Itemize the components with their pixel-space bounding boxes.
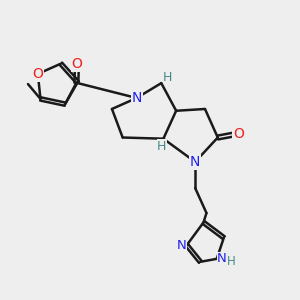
Text: N: N [190,155,200,169]
Text: N: N [131,91,142,105]
Text: N: N [177,238,186,252]
Text: H: H [157,140,167,153]
Text: O: O [32,67,43,81]
Text: O: O [71,57,82,71]
Text: O: O [233,127,244,141]
Text: H: H [163,71,172,84]
Text: H: H [227,255,236,268]
Text: N: N [217,252,227,265]
